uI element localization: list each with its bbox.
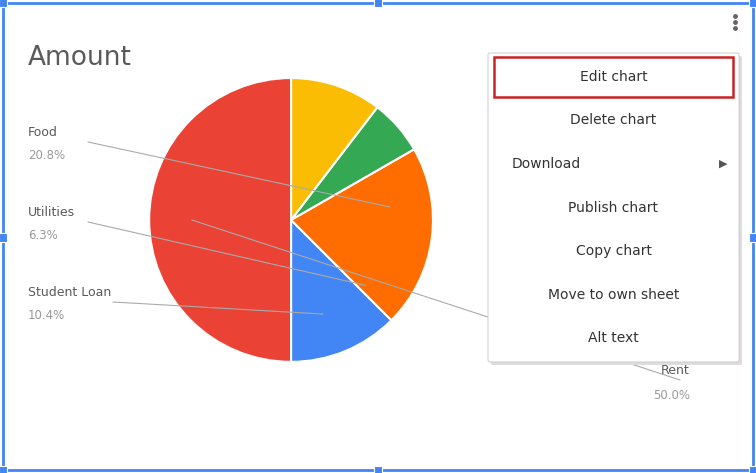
Bar bbox=[749, 465, 756, 473]
Bar bbox=[749, 233, 756, 242]
Bar bbox=[374, 0, 382, 8]
Text: 10.4%: 10.4% bbox=[28, 309, 65, 322]
Text: Edit chart: Edit chart bbox=[580, 70, 647, 84]
FancyBboxPatch shape bbox=[488, 53, 739, 362]
Text: Rent: Rent bbox=[662, 364, 690, 377]
Bar bbox=[0, 233, 7, 242]
Bar bbox=[0, 465, 7, 473]
Text: Alt text: Alt text bbox=[588, 331, 639, 345]
Wedge shape bbox=[291, 149, 433, 320]
Wedge shape bbox=[291, 78, 377, 220]
Bar bbox=[374, 465, 382, 473]
Bar bbox=[494, 57, 733, 96]
Text: Utilities: Utilities bbox=[28, 206, 75, 219]
Bar bbox=[0, 0, 7, 8]
Wedge shape bbox=[149, 78, 291, 362]
Text: Move to own sheet: Move to own sheet bbox=[548, 288, 679, 302]
Text: Download: Download bbox=[512, 157, 581, 171]
Text: Food: Food bbox=[28, 126, 58, 139]
Text: Amount: Amount bbox=[28, 45, 132, 71]
Text: Publish chart: Publish chart bbox=[569, 201, 658, 214]
Text: Delete chart: Delete chart bbox=[570, 114, 657, 127]
Bar bbox=[749, 0, 756, 8]
FancyBboxPatch shape bbox=[491, 56, 742, 365]
Wedge shape bbox=[291, 220, 392, 362]
Text: 20.8%: 20.8% bbox=[28, 149, 65, 162]
Text: 6.3%: 6.3% bbox=[28, 229, 57, 242]
Text: Copy chart: Copy chart bbox=[575, 244, 652, 258]
Text: Student Loan: Student Loan bbox=[28, 286, 111, 299]
Text: ▶: ▶ bbox=[719, 159, 727, 169]
Text: 50.0%: 50.0% bbox=[653, 389, 690, 402]
Wedge shape bbox=[291, 107, 414, 220]
